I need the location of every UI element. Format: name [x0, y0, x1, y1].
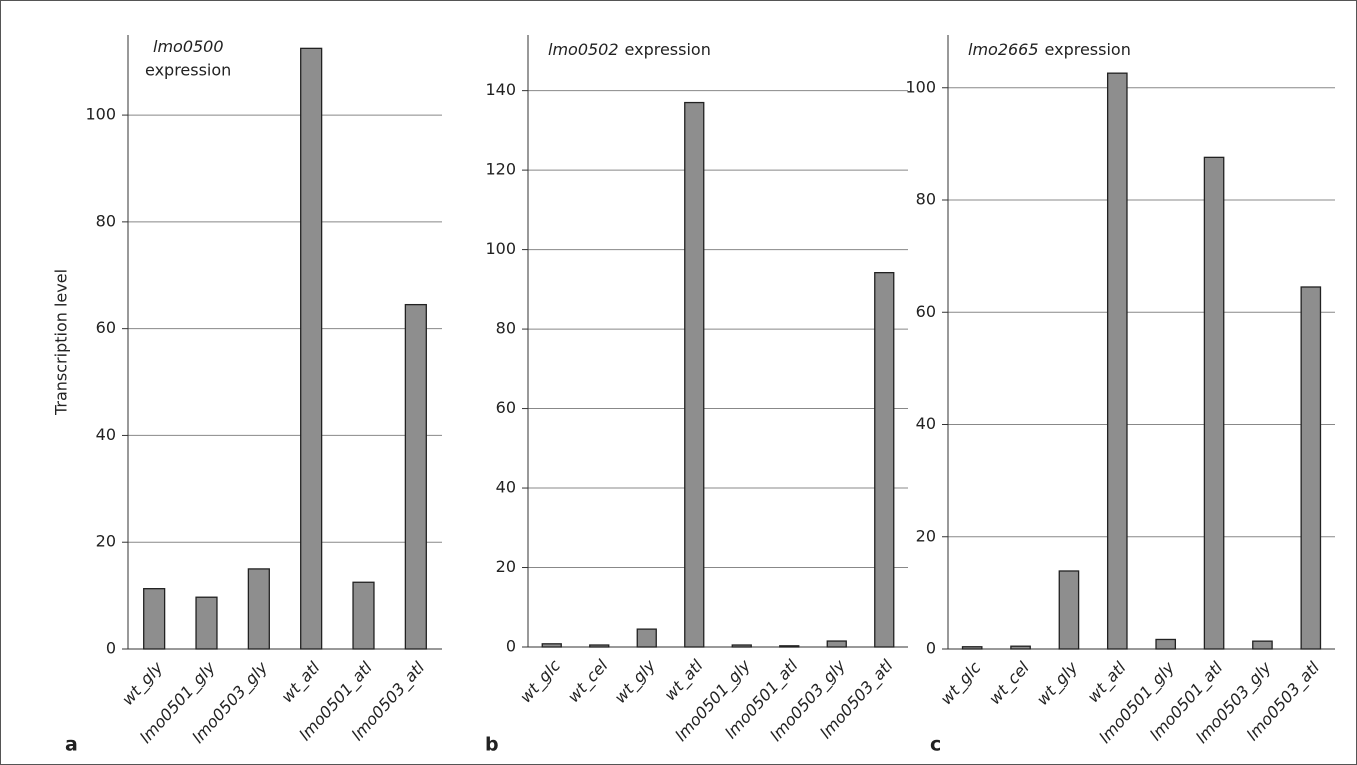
panel-label: b: [485, 734, 499, 756]
x-tick-label: wt_gly: [1033, 658, 1083, 710]
bar: [826, 640, 847, 648]
bar: [352, 581, 375, 650]
bar: [636, 628, 657, 648]
bar: [541, 643, 562, 648]
y-tick-label: 80: [496, 319, 516, 338]
title-gene: lmo0502: [548, 40, 619, 59]
x-tick-label: wt_glc: [516, 656, 565, 707]
y-tick-label: 40: [916, 414, 936, 433]
x-tick-label: wt_atl: [1083, 658, 1130, 707]
y-tick-label: 40: [96, 425, 116, 444]
bar: [1010, 645, 1031, 650]
x-tick-label: wt_atl: [277, 658, 324, 707]
y-tick-label: 100: [905, 77, 936, 96]
y-tick-label: 60: [496, 398, 516, 417]
title-text: expression: [625, 40, 711, 59]
bar: [1155, 638, 1177, 650]
y-tick-label: 100: [85, 105, 116, 124]
y-tick-label: 60: [96, 318, 116, 337]
bar: [1300, 286, 1322, 650]
bar: [589, 644, 610, 648]
x-tick-label: wt_gly: [118, 658, 168, 710]
panel-label: c: [930, 734, 941, 756]
bar: [961, 646, 983, 650]
y-tick-label: 120: [485, 160, 516, 179]
y-tick-label: 0: [926, 639, 936, 658]
y-tick-label: 80: [96, 211, 116, 230]
y-tick-label: 140: [485, 80, 516, 99]
chart-title: lmo0500: [153, 37, 224, 56]
bar: [684, 101, 705, 648]
y-tick-label: 0: [506, 637, 516, 656]
x-tick-label: wt_cel: [985, 658, 1034, 709]
chart-title: lmo0502 expression: [548, 40, 711, 59]
bar: [1058, 570, 1080, 650]
y-axis-label: Transcription level: [52, 269, 71, 416]
y-tick-label: 40: [496, 478, 516, 497]
x-tick-label: wt_gly: [611, 656, 661, 708]
x-tick-label: wt_atl: [660, 656, 707, 705]
bar: [1252, 640, 1273, 650]
panel-label: a: [65, 734, 78, 756]
chart-title: expression: [145, 61, 231, 80]
bar: [247, 568, 270, 650]
title-text: expression: [1045, 40, 1131, 59]
bar: [1203, 156, 1225, 650]
y-tick-label: 0: [106, 639, 116, 658]
title-gene: lmo0500: [153, 37, 224, 56]
bar: [143, 588, 166, 650]
bar: [404, 303, 427, 650]
bar: [874, 271, 895, 648]
bar: [1106, 72, 1128, 650]
y-tick-label: 80: [916, 190, 936, 209]
bar: [731, 644, 752, 648]
bar: [195, 596, 218, 650]
bar: [779, 645, 800, 648]
y-tick-label: 20: [96, 532, 116, 551]
x-tick-label: wt_glc: [936, 658, 985, 709]
y-tick-label: 20: [916, 526, 936, 545]
title-gene: lmo2665: [968, 40, 1039, 59]
y-tick-label: 60: [916, 302, 936, 321]
x-tick-label: wt_cel: [564, 656, 613, 707]
chart-title: lmo2665 expression: [968, 40, 1131, 59]
y-tick-label: 20: [496, 557, 516, 576]
y-tick-label: 100: [485, 239, 516, 258]
bar: [300, 47, 323, 650]
